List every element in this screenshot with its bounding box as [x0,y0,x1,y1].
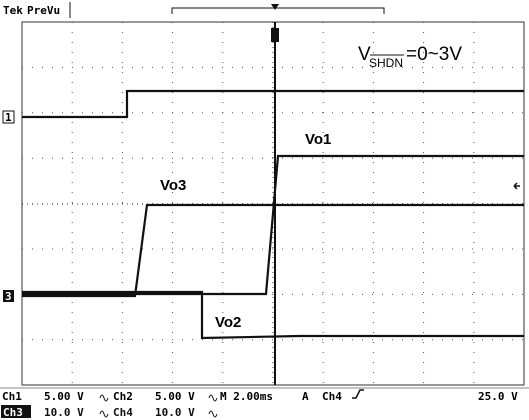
ch3-marker: 3 [5,290,12,303]
v-sub: SHDN [369,56,403,70]
status-text: Ch2 [113,390,133,403]
record-bracket [171,7,385,14]
status-text: M 2.00ms [220,390,273,403]
vo2-label: Vo2 [215,314,241,331]
v-label: V [358,44,371,65]
status-text: 10.0 V [155,406,195,419]
ch3-marker-box [3,290,14,302]
trigger-mark [271,28,279,42]
status-text: 5.00 V [44,390,84,403]
status-text: 25.0 V [478,390,518,403]
status-text: Ch3 [3,406,23,419]
ch1-marker: 1 [5,111,12,124]
trace-vo3 [22,203,524,298]
ch3-badge [1,405,31,418]
status-text: Ch1 [2,390,22,403]
slope-symbol [352,389,364,399]
bw-symbol [99,410,109,418]
ch1-marker-box [2,110,15,124]
status-text: A [302,390,309,403]
trace-vo1 [22,154,524,296]
offset-arrow [513,182,520,190]
status-text: Ch4 [322,390,342,403]
status-text: Ch4 [113,406,133,419]
brand: Tek [3,4,23,17]
vo1-label: Vo1 [305,131,331,148]
bw-symbol [208,394,218,402]
bw-symbol [208,410,218,418]
status-text: 10.0 V [44,406,84,419]
status-text: 5.00 V [155,390,195,403]
mode: PreVu [27,4,60,17]
range-label: =0~3V [406,44,462,65]
status-bar: Ch1 5.00 V Ch2 5.00 V M 2.00ms A Ch4 25.0 V Ch3 1… [0,387,529,419]
trace-ch1 [22,89,524,119]
vo3-label: Vo3 [160,177,186,194]
trigger-pos [271,4,279,10]
trace-vo2 [22,290,524,340]
bw-symbol [99,394,109,402]
